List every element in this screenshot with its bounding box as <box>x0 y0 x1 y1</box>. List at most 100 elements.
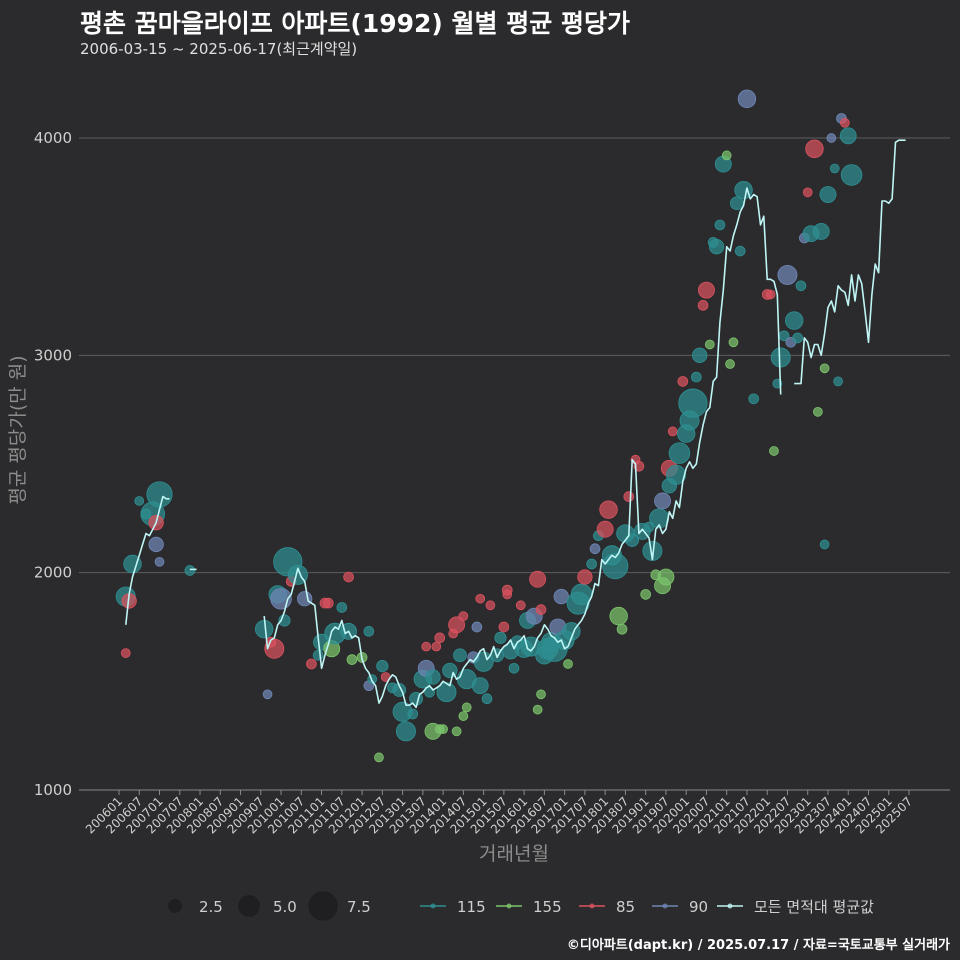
data-point-85 <box>535 604 547 615</box>
data-point-155 <box>657 568 675 586</box>
data-point-115 <box>481 693 493 705</box>
data-point-90 <box>262 689 273 700</box>
legend-size-key <box>238 895 260 917</box>
data-point-85 <box>698 281 715 299</box>
data-point-115 <box>840 164 863 186</box>
data-point-115 <box>123 554 142 574</box>
data-point-115 <box>146 481 173 508</box>
data-point-85 <box>501 584 513 596</box>
y-tick-label: 2000 <box>34 564 72 582</box>
data-point-115 <box>785 311 804 330</box>
legend-series-dot <box>662 903 668 909</box>
data-point-115 <box>184 565 196 576</box>
data-point-115 <box>770 347 791 368</box>
data-point-90 <box>654 492 671 510</box>
data-point-85 <box>802 187 813 198</box>
y-axis-title: 평균 평당가(만 원) <box>7 355 29 504</box>
legend-series-label: 115 <box>457 898 486 916</box>
data-point-155 <box>819 363 830 374</box>
data-point-115 <box>376 660 389 673</box>
data-point-85 <box>697 300 709 311</box>
legend-size-key <box>308 891 338 921</box>
legend: 2.5 5.0 7.5 115 155 85 90 모든 면적대 평균값 <box>168 891 874 921</box>
legend-series-label: 85 <box>616 898 635 916</box>
data-point-155 <box>532 704 543 715</box>
data-point-85 <box>677 376 689 387</box>
data-point-85 <box>599 500 618 519</box>
data-point-85 <box>306 658 317 670</box>
data-point-90 <box>826 133 837 143</box>
average-line-segment <box>263 187 782 709</box>
data-point-155 <box>640 589 651 600</box>
data-point-85 <box>448 616 466 634</box>
average-line <box>125 139 906 709</box>
data-point-155 <box>704 339 715 350</box>
data-point-85 <box>515 600 526 611</box>
data-point-115 <box>692 347 708 363</box>
data-point-85 <box>839 117 850 128</box>
data-point-155 <box>728 337 739 348</box>
data-point-85 <box>475 593 486 604</box>
data-point-90 <box>553 588 569 605</box>
legend-series-label: 모든 면적대 평균값 <box>754 898 874 916</box>
legend-series-dot <box>506 903 512 909</box>
data-point-90 <box>589 543 601 555</box>
y-tick-label: 1000 <box>34 781 72 799</box>
data-point-155 <box>458 711 469 721</box>
data-point-85 <box>434 632 446 644</box>
data-point-115 <box>494 631 507 644</box>
data-point-85 <box>805 139 824 159</box>
data-point-85 <box>485 600 496 611</box>
data-point-155 <box>346 654 358 665</box>
legend-series-dot <box>727 903 733 909</box>
data-point-85 <box>431 641 442 652</box>
legend-series-label: 90 <box>689 898 708 916</box>
data-point-155 <box>616 623 628 635</box>
data-point-155 <box>769 446 779 456</box>
data-point-115 <box>734 180 753 200</box>
data-point-155 <box>563 659 573 669</box>
data-point-85 <box>529 570 547 588</box>
data-point-85 <box>120 648 131 658</box>
data-point-115 <box>748 393 760 405</box>
chart-subtitle: 2006-03-15 ~ 2025-06-17(최근계약일) <box>80 40 358 58</box>
data-point-115 <box>407 708 419 720</box>
legend-series-label: 155 <box>533 898 562 916</box>
y-tick-label: 4000 <box>34 129 72 147</box>
data-point-115 <box>714 219 726 231</box>
data-point-115 <box>833 376 843 387</box>
data-point-85 <box>498 621 510 633</box>
data-point-115 <box>708 239 725 255</box>
average-line-segment <box>794 139 906 385</box>
data-point-155 <box>725 359 735 369</box>
data-point-155 <box>536 689 546 700</box>
data-point-115 <box>795 280 807 292</box>
data-point-115 <box>336 602 348 613</box>
data-point-115 <box>312 649 324 661</box>
x-axis-title: 거래년월 <box>479 843 549 865</box>
data-point-90 <box>297 591 313 607</box>
data-point-155 <box>609 606 628 626</box>
data-point-115 <box>819 539 830 550</box>
data-point-115 <box>363 626 375 637</box>
legend-size-label: 5.0 <box>273 898 297 916</box>
data-point-85 <box>421 641 432 652</box>
data-point-90 <box>471 621 483 633</box>
y-tick-label: 3000 <box>34 346 72 364</box>
data-point-155 <box>438 724 448 735</box>
legend-size-label: 7.5 <box>347 898 371 916</box>
data-point-85 <box>765 289 776 300</box>
data-point-155 <box>374 752 384 763</box>
data-point-115 <box>690 371 702 383</box>
data-point-90 <box>154 556 165 567</box>
data-point-115 <box>819 186 837 203</box>
data-point-90 <box>737 89 757 109</box>
data-point-115 <box>425 669 441 685</box>
scatter-points <box>115 89 863 763</box>
data-point-155 <box>721 150 732 161</box>
data-point-115 <box>812 223 830 240</box>
data-point-90 <box>148 536 164 553</box>
data-point-115 <box>586 558 597 570</box>
data-point-115 <box>829 163 840 174</box>
